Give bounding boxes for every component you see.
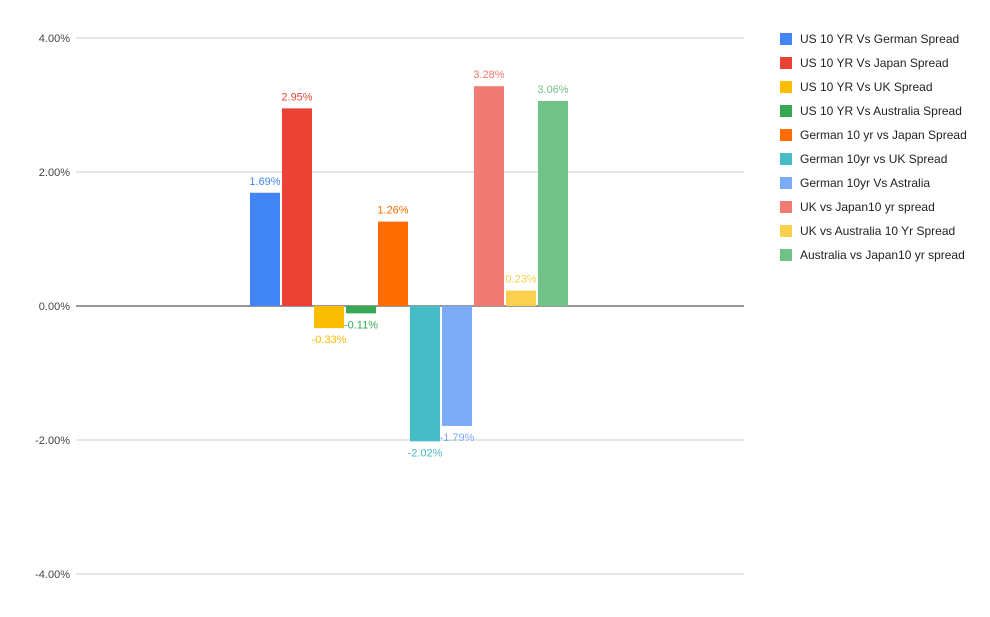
data-label: 1.26% [377,205,408,217]
data-label: 1.69% [249,176,280,188]
legend-label: German 10yr Vs Astralia [800,176,931,190]
data-label-layer: 1.69% 2.95% -0.33% -0.11% 1.26% -2.02% -1.79% 3… [249,69,568,459]
legend-item[interactable]: German 10yr Vs Astralia [780,171,985,195]
legend-swatch [780,225,792,237]
legend-swatch [780,249,792,261]
legend-label: US 10 YR Vs Australia Spread [800,104,962,118]
legend-label: US 10 YR Vs UK Spread [800,80,933,94]
legend-label: US 10 YR Vs Japan Spread [800,56,949,70]
data-label: 3.28% [473,69,504,81]
legend-item[interactable]: US 10 YR Vs German Spread [780,27,985,51]
legend-item[interactable]: German 10yr vs UK Spread [780,147,985,171]
bar[interactable] [442,306,472,426]
data-label: -2.02% [408,447,443,459]
legend-swatch [780,81,792,93]
legend-label: UK vs Australia 10 Yr Spread [800,224,956,238]
legend-swatch [780,57,792,69]
data-label: 2.95% [281,91,312,103]
legend-swatch [780,201,792,213]
bar-layer [250,86,568,442]
data-label: -0.33% [312,334,347,346]
bar[interactable] [538,100,568,306]
y-tick-label: -4.00% [35,569,70,581]
legend-item[interactable]: US 10 YR Vs UK Spread [780,75,985,99]
data-label: -1.79% [440,432,475,444]
data-label: -0.11% [344,319,378,331]
bar[interactable] [346,306,376,314]
data-label: 3.06% [537,84,568,96]
legend-item[interactable]: UK vs Australia 10 Yr Spread [780,219,985,243]
legend-swatch [780,153,792,165]
legend-swatch [780,33,792,45]
bar[interactable] [314,306,344,329]
bar[interactable] [506,290,536,306]
y-tick-label: 0.00% [39,301,70,313]
data-label: 0.23% [505,274,536,286]
chart-legend: US 10 YR Vs German Spread US 10 YR Vs Jap… [780,27,985,267]
legend-label: German 10 yr vs Japan Spread [800,128,967,142]
legend-label: Australia vs Japan10 yr spread [800,248,965,262]
grid-layer: 4.00% 2.00% 0.00% -2.00% -4.00% [35,33,744,581]
legend-item[interactable]: German 10 yr vs Japan Spread [780,123,985,147]
bar[interactable] [282,108,312,306]
legend-label: German 10yr vs UK Spread [800,152,948,166]
bar[interactable] [410,306,440,442]
y-tick-label: 4.00% [39,33,70,45]
legend-item[interactable]: Australia vs Japan10 yr spread [780,243,985,267]
legend-item[interactable]: US 10 YR Vs Japan Spread [780,51,985,75]
legend-item[interactable]: US 10 YR Vs Australia Spread [780,99,985,123]
legend-swatch [780,129,792,141]
bar[interactable] [250,192,280,306]
legend-label: US 10 YR Vs German Spread [800,32,960,46]
legend-item[interactable]: UK vs Japan10 yr spread [780,195,985,219]
bar[interactable] [378,221,408,306]
legend-swatch [780,177,792,189]
legend-swatch [780,105,792,117]
y-tick-label: 2.00% [39,167,70,179]
y-tick-label: -2.00% [35,435,70,447]
bar[interactable] [474,86,504,307]
legend-label: UK vs Japan10 yr spread [800,200,935,214]
